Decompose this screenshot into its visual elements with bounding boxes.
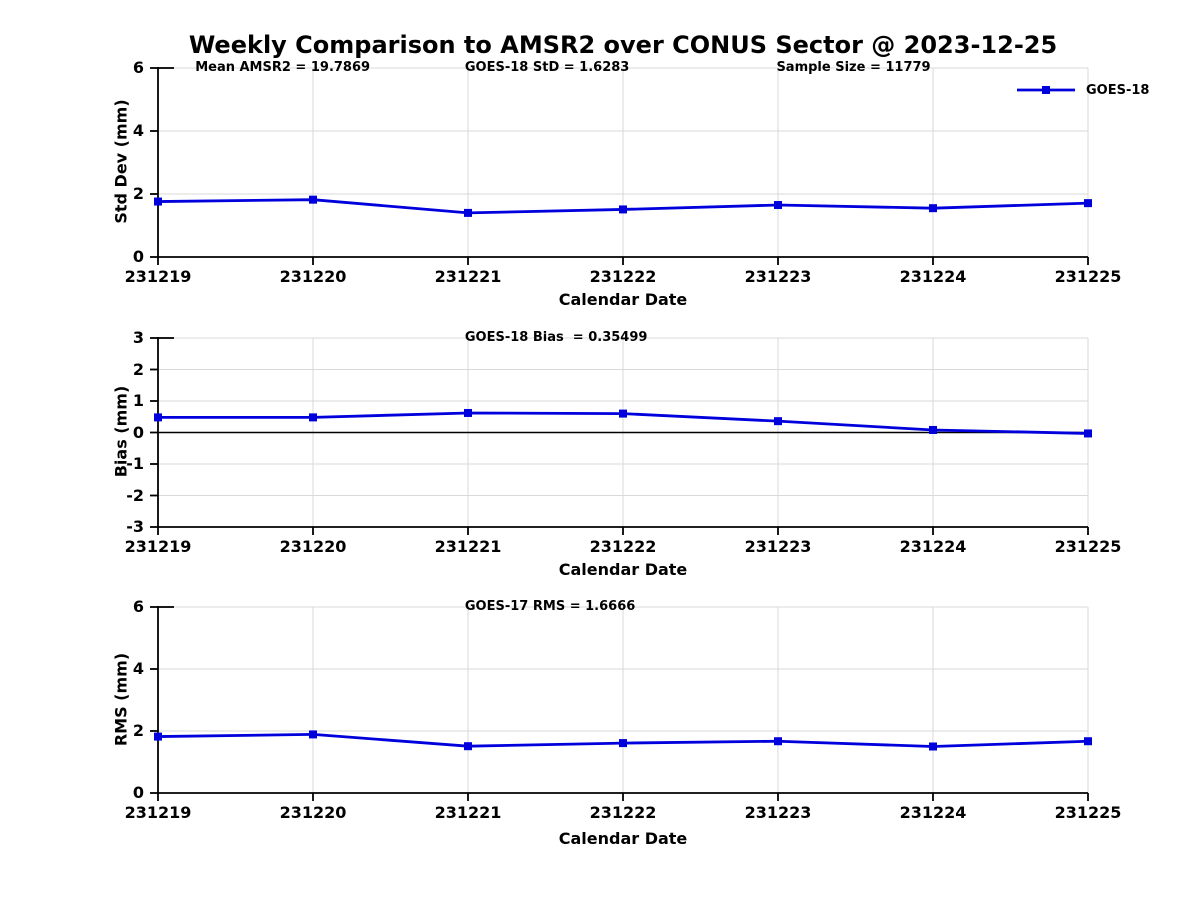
data-point-marker <box>619 205 627 214</box>
legend-line-icon <box>1017 86 1075 94</box>
data-point-marker <box>1084 429 1092 438</box>
y-axis-label-std-dev: Std Dev (mm) <box>111 99 131 224</box>
x-axis-label-std-dev: Calendar Date <box>558 290 688 309</box>
legend: GOES-18 <box>1014 81 1149 99</box>
data-point-marker <box>464 208 472 217</box>
data-point-marker <box>309 730 317 739</box>
data-point-marker <box>619 739 627 748</box>
data-point-marker <box>154 197 162 206</box>
data-point-marker <box>309 413 317 422</box>
data-point-marker <box>154 413 162 422</box>
data-point-marker <box>464 742 472 751</box>
data-point-marker <box>774 417 782 426</box>
data-point-marker <box>464 408 472 417</box>
figure-title: Weekly Comparison to AMSR2 over CONUS Se… <box>188 31 1058 59</box>
data-point-marker <box>929 204 937 213</box>
y-axis-label-rms: RMS (mm) <box>111 652 131 747</box>
data-point-marker <box>929 425 937 434</box>
legend-label: GOES-18 <box>1086 82 1150 98</box>
data-point-marker <box>774 201 782 210</box>
data-point-marker <box>1084 737 1092 746</box>
data-point-marker <box>309 195 317 204</box>
data-point-marker <box>1084 199 1092 208</box>
x-axis-label-rms: Calendar Date <box>558 829 688 848</box>
y-axis-label-bias: Bias (mm) <box>111 385 131 478</box>
x-axis-label-bias: Calendar Date <box>558 560 688 579</box>
data-point-marker <box>774 737 782 746</box>
data-point-marker <box>619 409 627 418</box>
data-point-marker <box>154 732 162 741</box>
data-point-marker <box>929 742 937 751</box>
